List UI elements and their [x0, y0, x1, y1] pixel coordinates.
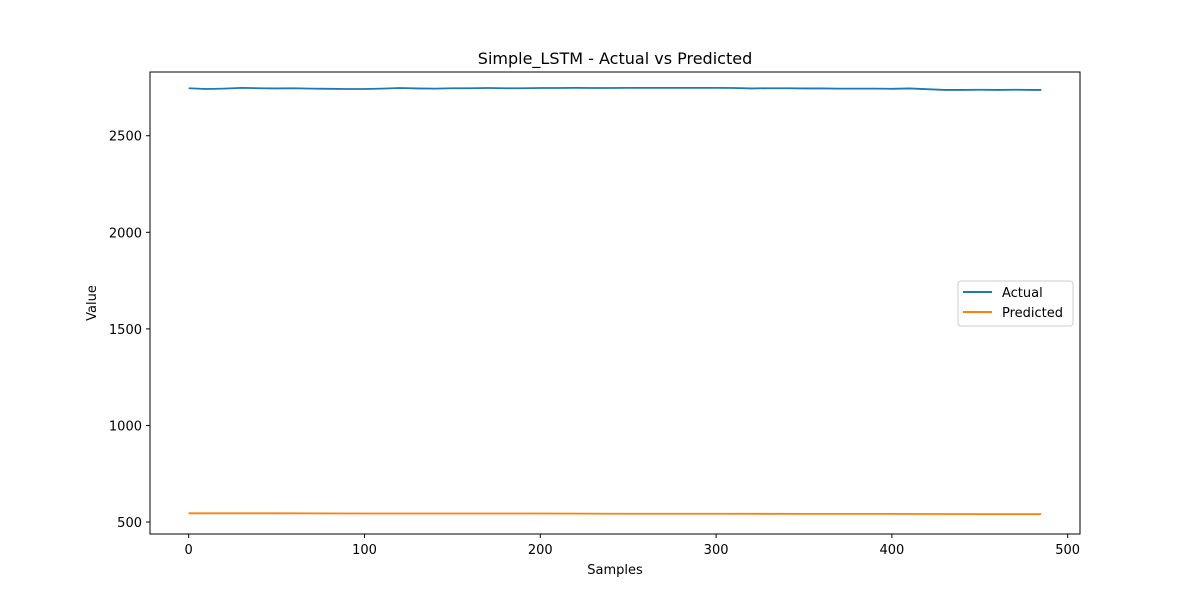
y-tick-label: 1500 [109, 323, 142, 338]
series-line-predicted [188, 512, 1042, 516]
plot-area [150, 72, 1080, 534]
y-axis: 500 1000 1500 2000 2500 [109, 130, 150, 531]
x-tick-label: 0 [185, 543, 193, 558]
x-axis-label: Samples [587, 563, 643, 578]
y-tick-label: 2000 [109, 226, 142, 241]
chart-title: Simple_LSTM - Actual vs Predicted [478, 49, 752, 69]
x-axis: 0 100 200 300 400 500 [185, 534, 1080, 558]
series-layer [188, 86, 1042, 516]
legend-label-predicted: Predicted [1002, 306, 1063, 321]
y-tick-label: 500 [117, 516, 142, 531]
x-tick-label: 200 [528, 543, 553, 558]
legend-label-actual: Actual [1002, 286, 1043, 301]
plot-frame [149, 71, 1081, 535]
x-tick-label: 300 [704, 543, 729, 558]
series-line-actual [188, 86, 1042, 91]
x-tick-label: 400 [879, 543, 904, 558]
y-axis-label: Value [85, 285, 100, 321]
y-tick-label: 2500 [109, 130, 142, 145]
x-tick-label: 500 [1055, 543, 1080, 558]
y-tick-label: 1000 [109, 419, 142, 434]
legend: Actual Predicted [957, 280, 1074, 327]
x-tick-label: 100 [352, 543, 377, 558]
